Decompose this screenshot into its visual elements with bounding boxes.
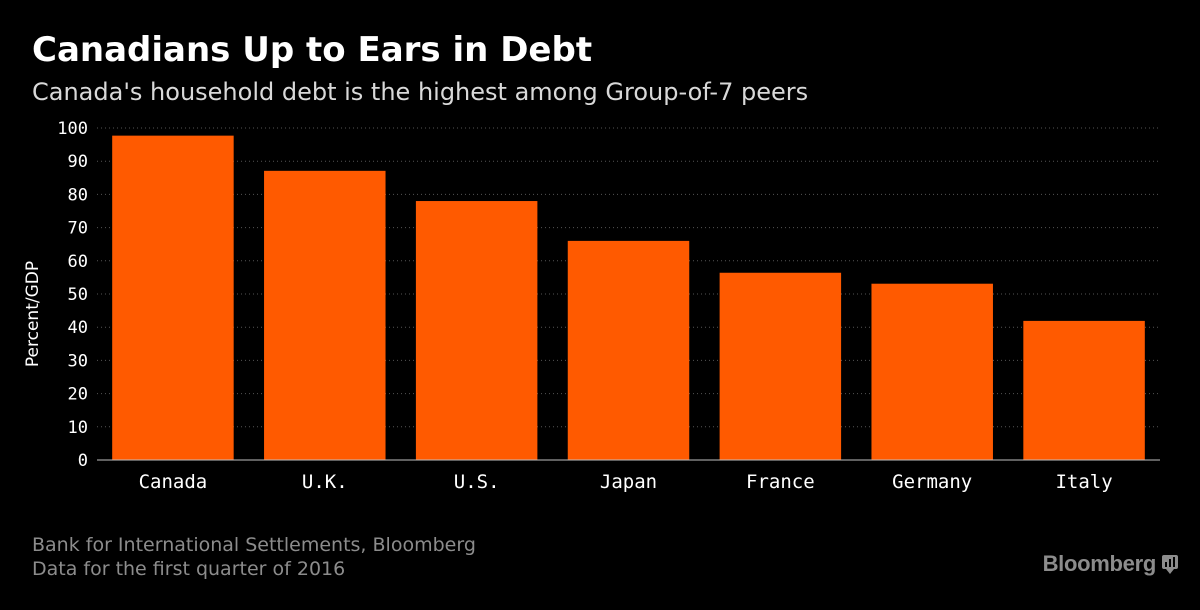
y-tick-label: 0 xyxy=(78,451,88,471)
brand-logo: Bloomberg xyxy=(1043,550,1178,578)
x-tick-label: France xyxy=(746,471,815,493)
y-tick-label: 80 xyxy=(68,185,88,205)
y-tick-label: 50 xyxy=(68,285,88,305)
bar-france xyxy=(719,272,842,460)
bars xyxy=(112,135,1145,461)
source-note: Bank for International Settlements, Bloo… xyxy=(32,534,476,556)
bar-italy xyxy=(1023,320,1145,460)
y-tick-label: 30 xyxy=(68,351,88,371)
y-axis-label: Percent/GDP xyxy=(23,261,43,367)
bar-u-s xyxy=(415,201,538,461)
bar-germany xyxy=(871,283,993,460)
y-tick-label: 90 xyxy=(68,152,88,172)
x-tick-label: Canada xyxy=(139,471,208,493)
bloomberg-terminal-icon xyxy=(1162,555,1178,574)
y-tick-label: 20 xyxy=(68,385,88,405)
chart-subtitle: Canada's household debt is the highest a… xyxy=(32,78,809,106)
y-tick-labels: 0 10 20 30 40 50 60 70 80 90 100 xyxy=(57,119,88,471)
y-tick-label: 100 xyxy=(57,119,88,139)
y-tick-label: 70 xyxy=(68,219,88,239)
x-tick-label: U.S. xyxy=(454,471,500,493)
y-tick-label: 10 xyxy=(68,418,88,438)
bar-canada xyxy=(112,135,234,461)
data-note: Data for the first quarter of 2016 xyxy=(32,558,346,580)
x-tick-label: Japan xyxy=(600,471,657,493)
brand-name: Bloomberg xyxy=(1042,551,1157,576)
y-tick-label: 40 xyxy=(68,318,88,338)
x-tick-label: Germany xyxy=(892,471,972,493)
x-tick-label: U.K. xyxy=(302,471,348,493)
x-tick-labels: Canada U.K. U.S. Japan France Germany Italy xyxy=(139,471,1113,493)
bar-u-k xyxy=(264,170,386,460)
x-tick-label: Italy xyxy=(1055,471,1112,493)
chart-title: Canadians Up to Ears in Debt xyxy=(32,30,593,70)
y-tick-label: 60 xyxy=(68,252,88,272)
bar-japan xyxy=(567,240,690,460)
